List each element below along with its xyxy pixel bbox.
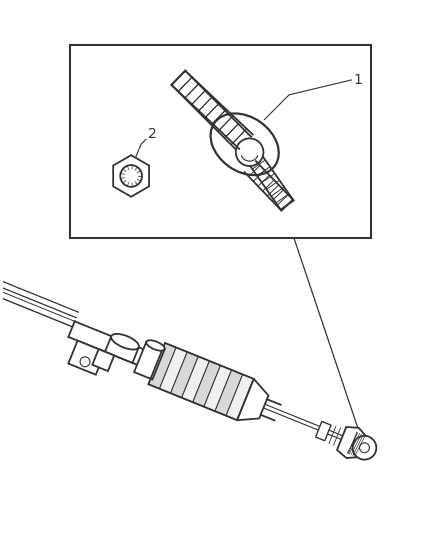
Ellipse shape — [111, 334, 139, 350]
Polygon shape — [215, 370, 243, 416]
Text: 2: 2 — [148, 127, 157, 141]
Polygon shape — [159, 348, 187, 393]
Polygon shape — [337, 427, 366, 458]
Ellipse shape — [211, 114, 279, 175]
Polygon shape — [92, 349, 114, 371]
Polygon shape — [68, 341, 105, 375]
Polygon shape — [315, 422, 331, 441]
Polygon shape — [113, 155, 149, 197]
Polygon shape — [134, 342, 165, 379]
Polygon shape — [182, 357, 209, 402]
Circle shape — [353, 436, 376, 459]
Polygon shape — [226, 374, 254, 420]
Circle shape — [120, 165, 142, 187]
Polygon shape — [105, 336, 139, 363]
Polygon shape — [148, 343, 176, 389]
Polygon shape — [204, 366, 232, 411]
Ellipse shape — [146, 340, 165, 351]
Bar — [70, 45, 371, 238]
Circle shape — [80, 357, 90, 367]
Polygon shape — [237, 379, 268, 420]
Text: 1: 1 — [353, 73, 362, 87]
Circle shape — [236, 139, 263, 166]
Polygon shape — [193, 361, 220, 407]
Polygon shape — [170, 352, 198, 398]
Circle shape — [360, 443, 369, 453]
